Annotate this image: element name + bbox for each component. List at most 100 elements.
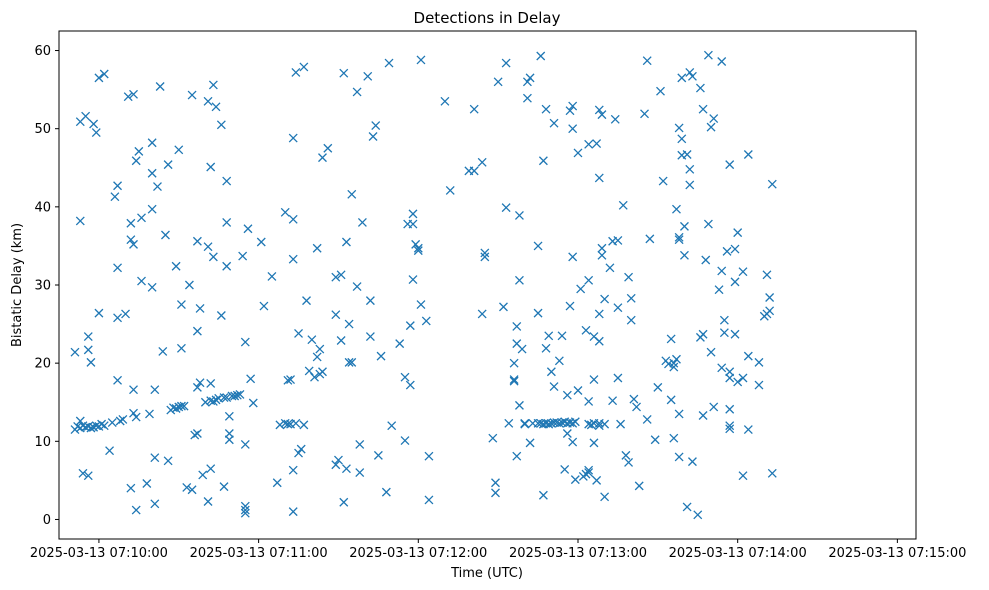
data-point [179,401,189,411]
data-point [445,185,455,195]
data-point [216,120,226,130]
data-point [597,250,607,260]
data-point [408,209,418,219]
data-point [613,373,623,383]
data-point [206,379,216,388]
data-point [184,280,194,290]
data-point [153,182,162,191]
data-point [738,471,748,481]
data-point [222,218,232,227]
data-point [613,303,623,313]
data-point [562,390,572,400]
data-point [163,160,173,170]
data-point [469,104,479,114]
data-point [541,104,551,114]
data-point [687,457,697,467]
data-point [83,471,93,481]
data-point [581,469,591,479]
data-point [299,62,309,72]
x-tick-label: 2025-03-13 07:12:00 [349,546,487,561]
data-point [597,243,607,253]
data-point [640,109,649,119]
data-point [554,356,564,366]
data-point [291,67,301,77]
data-point [509,375,519,385]
data-point [512,321,522,331]
data-point [533,241,543,251]
data-point [294,448,303,458]
data-point [318,153,327,163]
data-point [701,255,711,265]
y-axis-title: Bistatic Delay (km) [10,223,25,347]
data-point [211,395,221,405]
data-point [501,58,511,68]
data-point [672,354,681,364]
y-tick-label: 10 [34,435,51,450]
data-point [477,157,487,167]
x-axis-title: Time (UTC) [450,566,523,581]
data-point [504,418,514,428]
data-point [272,478,282,488]
data-point [501,203,511,213]
data-point [624,457,634,467]
data-point [573,148,583,158]
data-point [243,224,253,234]
data-point [568,101,578,111]
data-point [89,119,99,129]
data-point [584,465,594,475]
data-point [666,395,676,405]
data-point [176,401,186,411]
data-point [499,302,508,312]
data-point [190,430,200,440]
data-point [629,394,639,404]
data-point [232,390,242,400]
data-point [365,296,375,306]
data-point [616,419,626,429]
data-point [176,343,186,353]
data-point [733,377,743,387]
x-tick-label: 2025-03-13 07:15:00 [828,546,966,561]
data-point [294,328,303,338]
data-point [413,243,423,253]
data-point [626,315,636,325]
data-point [331,460,341,470]
data-point [411,239,421,249]
data-point [118,414,128,424]
data-point [352,282,362,292]
data-point [336,270,346,280]
data-point [725,421,735,431]
data-point [208,252,218,262]
data-point [91,128,101,138]
data-point [224,411,234,421]
y-tick-label: 40 [34,200,51,215]
data-point [589,438,599,448]
data-point [703,50,713,60]
data-point [113,263,123,273]
tick-layer: 2025-03-13 07:10:00 2025-03-13 07:11:00 20… [30,44,967,561]
data-point [424,495,434,505]
data-point [546,367,556,377]
data-point [584,396,594,406]
data-point [288,465,298,475]
data-point [339,497,349,507]
data-point [304,366,314,376]
data-point [86,357,96,367]
y-tick-label: 60 [34,44,51,59]
data-point [203,497,213,506]
data-point [150,499,160,509]
data-point [163,456,173,466]
data-point [669,362,679,372]
data-point [147,282,157,292]
data-point [302,296,311,306]
data-point [525,438,535,448]
data-point [703,219,713,229]
data-point [477,309,487,319]
data-point [624,272,634,282]
data-point [224,435,234,445]
data-point [355,439,365,449]
data-point [538,490,548,500]
data-point [576,284,586,294]
data-point [679,250,689,260]
data-point [568,418,578,428]
data-point [584,139,594,149]
